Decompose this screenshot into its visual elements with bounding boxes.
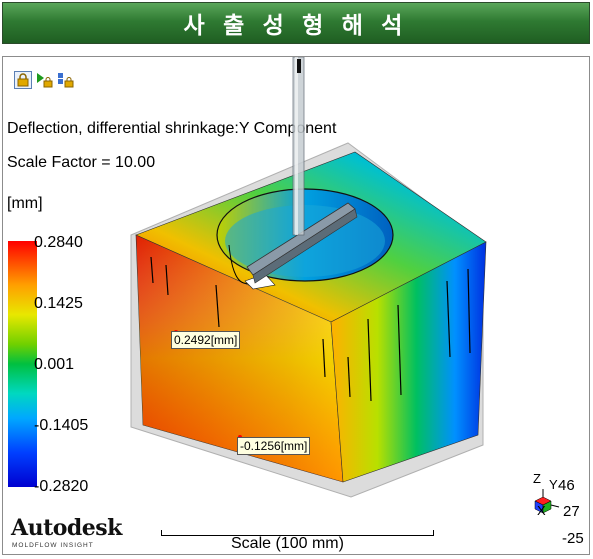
legend-label-4: -0.1405	[34, 417, 89, 434]
rotation-z: -25	[562, 530, 584, 547]
unit-label: [mm]	[7, 195, 43, 212]
axis-x-label: X	[537, 503, 546, 518]
moldflow-insight-logo: MOLDFLOW INSIGHT	[12, 542, 94, 549]
axis-z-label: Z	[533, 471, 541, 486]
scale-factor: Scale Factor = 10.00	[7, 154, 156, 171]
axis-y-label: Y	[549, 477, 558, 492]
play-lock-icon[interactable]	[36, 71, 54, 89]
layers-lock-icon[interactable]	[57, 71, 75, 89]
legend-label-max: 0.2840	[34, 234, 83, 251]
scale-label: Scale (100 mm)	[231, 535, 344, 552]
legend-label-2: 0.1425	[34, 295, 83, 312]
probe-label-max[interactable]: 0.2492[mm]	[171, 331, 241, 349]
legend-label-mid: 0.001	[34, 356, 75, 373]
banner-title: 사 출 성 형 해 석	[183, 12, 409, 38]
results-viewport[interactable]: Deflection, differential shrinkage:Y Com…	[2, 56, 590, 555]
autodesk-logo: Autodesk	[11, 515, 122, 541]
rotation-y: 27	[563, 503, 580, 520]
lock-icon[interactable]	[14, 71, 32, 89]
rotation-x: 46	[558, 477, 575, 494]
result-title: Deflection, differential shrinkage:Y Com…	[7, 120, 337, 137]
deflection-model[interactable]	[3, 57, 589, 554]
color-legend-bar	[8, 241, 37, 487]
title-banner: 사 출 성 형 해 석	[2, 2, 590, 44]
probe-label-min[interactable]: -0.1256[mm]	[237, 437, 311, 455]
scale-bar	[161, 530, 434, 536]
legend-label-min: -0.2820	[34, 478, 89, 495]
